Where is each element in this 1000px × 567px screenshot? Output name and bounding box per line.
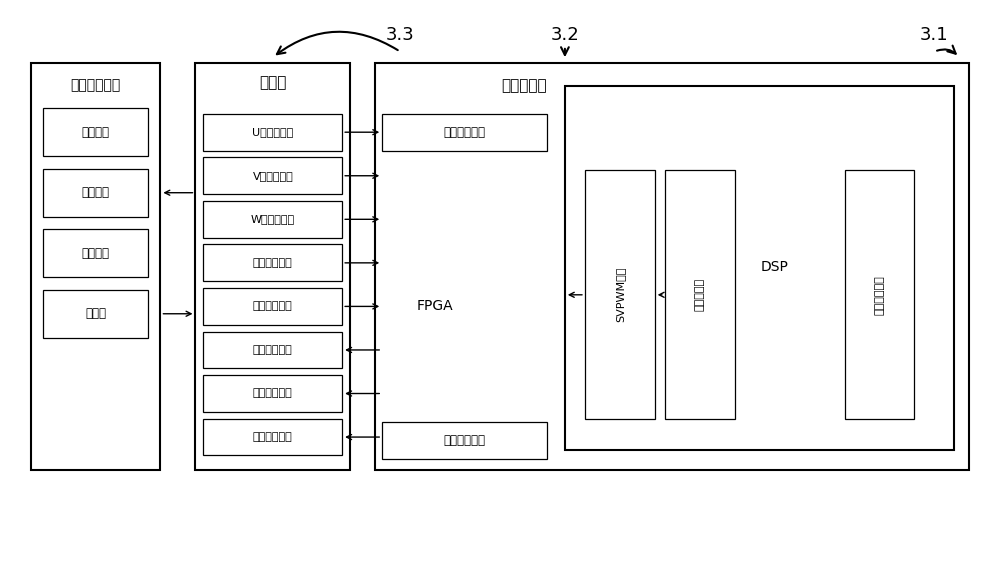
Text: 支撑电路: 支撑电路 [82, 186, 110, 199]
Text: 同步信号控制: 同步信号控制 [444, 434, 486, 447]
Bar [203, 158, 342, 194]
Text: 主控制模块: 主控制模块 [501, 78, 547, 93]
Text: 上电缓冲驱动: 上电缓冲驱动 [253, 388, 293, 399]
Text: 母线电压采样: 母线电压采样 [253, 258, 293, 268]
Text: 传感器: 传感器 [85, 307, 106, 320]
Bar [585, 170, 655, 419]
Text: 3.1: 3.1 [920, 26, 949, 44]
Bar [43, 168, 148, 217]
Bar [203, 244, 342, 281]
Text: 逃变电路: 逃变电路 [82, 247, 110, 260]
Bar [375, 63, 969, 470]
Text: V相电流采样: V相电流采样 [252, 171, 293, 181]
Text: SVPWM生成: SVPWM生成 [615, 267, 625, 323]
Text: 驱动报警反馈: 驱动报警反馈 [253, 302, 293, 311]
Text: 上电电路: 上电电路 [82, 126, 110, 139]
Bar [203, 418, 342, 455]
Bar [665, 170, 735, 419]
Bar [845, 170, 914, 419]
Text: 逃变模块驱动: 逃变模块驱动 [253, 345, 293, 355]
Bar [31, 63, 160, 470]
Text: 人机交互功能: 人机交互功能 [874, 275, 884, 315]
Bar [195, 63, 350, 470]
Text: 3.3: 3.3 [386, 26, 415, 44]
Text: 驱动器主电路: 驱动器主电路 [70, 79, 121, 92]
Text: 再生制动驱动: 再生制动驱动 [253, 432, 293, 442]
Bar [565, 86, 954, 450]
Bar [382, 422, 547, 459]
Bar [43, 108, 148, 156]
Text: 电流环计算: 电流环计算 [695, 278, 705, 311]
Bar [382, 114, 547, 151]
Text: U相电流采样: U相电流采样 [252, 127, 293, 137]
Text: 并联通讯功能: 并联通讯功能 [444, 126, 486, 139]
Bar [203, 114, 342, 151]
Bar [203, 288, 342, 325]
Text: DSP: DSP [761, 260, 789, 273]
Text: W相电流采样: W相电流采样 [251, 214, 295, 225]
Bar [43, 229, 148, 277]
Text: 3.2: 3.2 [551, 26, 579, 44]
Bar [203, 201, 342, 238]
Text: FPGA: FPGA [417, 299, 453, 313]
Bar [43, 290, 148, 338]
Text: 驱动板: 驱动板 [259, 75, 287, 90]
Bar [203, 332, 342, 369]
Bar [203, 375, 342, 412]
